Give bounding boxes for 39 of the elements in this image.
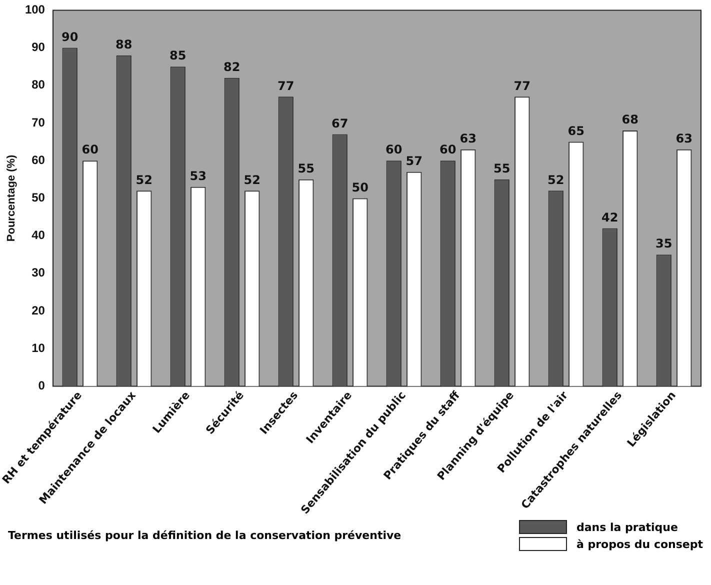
data-label: 82 xyxy=(224,60,240,74)
data-label: 63 xyxy=(676,131,692,146)
data-label: 85 xyxy=(170,48,186,63)
data-label: 55 xyxy=(494,162,510,176)
data-label: 53 xyxy=(190,169,206,184)
legend-label: dans la pratique xyxy=(576,520,678,534)
y-tick-label: 30 xyxy=(32,266,46,280)
data-label: 60 xyxy=(440,142,456,157)
data-label: 52 xyxy=(244,172,260,187)
y-tick-label: 70 xyxy=(32,115,46,130)
data-label: 55 xyxy=(298,162,314,176)
y-tick-label: 0 xyxy=(38,378,46,393)
y-axis-title: Pourcentage (%) xyxy=(5,154,18,242)
y-tick-label: 60 xyxy=(32,152,46,167)
legend-title: Termes utilisés pour la définition de la conservation préventive xyxy=(8,529,402,542)
data-label: 68 xyxy=(622,112,638,127)
data-label: 65 xyxy=(568,124,584,138)
data-label: 52 xyxy=(548,172,564,187)
y-tick-label: 80 xyxy=(32,78,46,92)
y-tick-label: 10 xyxy=(32,340,46,355)
data-label: 90 xyxy=(62,30,78,44)
data-label: 63 xyxy=(460,131,476,146)
data-label: 50 xyxy=(352,180,368,194)
data-label: 77 xyxy=(278,78,294,93)
data-label: 35 xyxy=(656,236,672,251)
data-label: 57 xyxy=(406,154,422,168)
y-tick-label: 50 xyxy=(32,190,46,205)
data-label: 88 xyxy=(116,37,132,52)
y-tick-label: 90 xyxy=(32,40,46,54)
data-label: 60 xyxy=(82,142,98,157)
data-label: 60 xyxy=(386,142,402,157)
y-tick-label: 40 xyxy=(32,228,46,242)
legend-label: à propos du consept xyxy=(576,538,703,550)
data-label: 52 xyxy=(136,172,152,187)
y-tick-label: 20 xyxy=(32,303,46,318)
data-label: 77 xyxy=(514,78,530,93)
y-tick-label: 100 xyxy=(24,2,46,17)
data-label: 42 xyxy=(602,210,618,224)
data-label: 67 xyxy=(332,116,348,130)
